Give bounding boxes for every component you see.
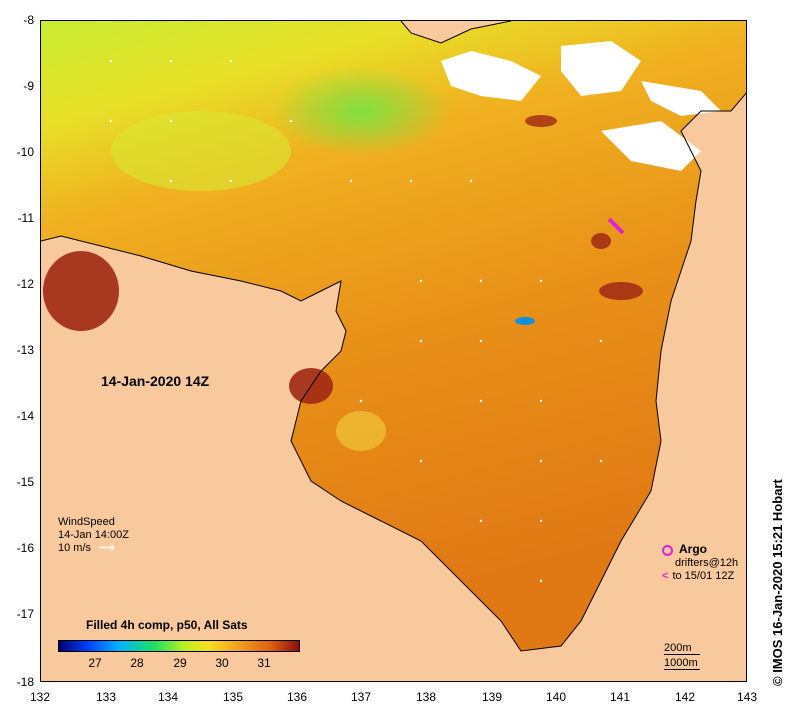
- colorbar-title: Filled 4h comp, p50, All Sats: [86, 618, 248, 632]
- wind-vectors: [109, 59, 603, 583]
- drifters-line1: drifters@12h: [675, 557, 739, 569]
- x-label: 135: [222, 690, 244, 704]
- sst-map[interactable]: 14-Jan-2020 14Z: [40, 20, 747, 682]
- x-label: 138: [415, 690, 437, 704]
- x-label: 133: [95, 690, 117, 704]
- cloud-gap: [641, 81, 721, 116]
- drifters-line2: to 15/01 12Z: [672, 570, 735, 582]
- x-label: 143: [736, 690, 758, 704]
- y-label: -11: [17, 211, 34, 225]
- argo-legend: Argo drifters@12h < to 15/01 12Z: [662, 543, 738, 583]
- arrow-right-icon: ⟶: [99, 542, 115, 554]
- x-label: 134: [157, 690, 179, 704]
- wind-title: WindSpeed: [58, 516, 115, 528]
- y-label: -16: [16, 541, 34, 555]
- drifter-icon: <: [662, 570, 669, 582]
- colorbar-tick: 29: [173, 656, 187, 670]
- coastline: [400, 21, 512, 44]
- colorbar-tick: 30: [215, 656, 229, 670]
- x-label: 141: [609, 690, 631, 704]
- drifter-track: [607, 217, 625, 235]
- y-label: -14: [16, 409, 34, 423]
- x-label: 132: [29, 690, 51, 704]
- contour-legend: 200m 1000m: [664, 640, 700, 670]
- contour-200m: 200m: [664, 642, 692, 654]
- contour-line-1000m: [664, 669, 700, 670]
- wind-time: 14-Jan 14:00Z: [58, 529, 129, 541]
- coastline: [41, 92, 746, 652]
- argo-float-icon: [662, 544, 673, 556]
- cloud-gap: [601, 121, 701, 171]
- argo-title: Argo: [679, 542, 707, 556]
- wind-legend: WindSpeed 14-Jan 14:00Z 10 m/s ⟶: [58, 516, 129, 555]
- y-label: -12: [16, 277, 34, 291]
- colorbar: [58, 640, 300, 652]
- x-label: 136: [286, 690, 308, 704]
- y-label: -8: [23, 13, 34, 27]
- colorbar-tick: 27: [88, 656, 102, 670]
- y-label: -17: [16, 607, 34, 621]
- sst-map-canvas: [41, 21, 746, 652]
- x-label: 139: [481, 690, 503, 704]
- y-label: -18: [16, 675, 34, 689]
- colorbar-tick: 28: [130, 656, 144, 670]
- cloud-gap: [441, 51, 541, 101]
- cloud-gap: [561, 41, 641, 96]
- date-label: 14-Jan-2020 14Z: [101, 373, 210, 389]
- y-label: -15: [16, 475, 34, 489]
- contour-1000m: 1000m: [664, 657, 698, 669]
- contour-line-200m: [664, 654, 700, 655]
- y-label: -9: [23, 79, 34, 93]
- x-label: 140: [545, 690, 567, 704]
- x-label: 137: [350, 690, 372, 704]
- wind-scale: 10 m/s: [58, 542, 92, 554]
- x-label: 142: [674, 690, 696, 704]
- y-label: -10: [16, 145, 34, 159]
- y-label: -13: [16, 343, 34, 357]
- colorbar-tick: 31: [257, 656, 271, 670]
- credit-label: © IMOS 16-Jan-2020 15:21 Hobart: [770, 479, 785, 686]
